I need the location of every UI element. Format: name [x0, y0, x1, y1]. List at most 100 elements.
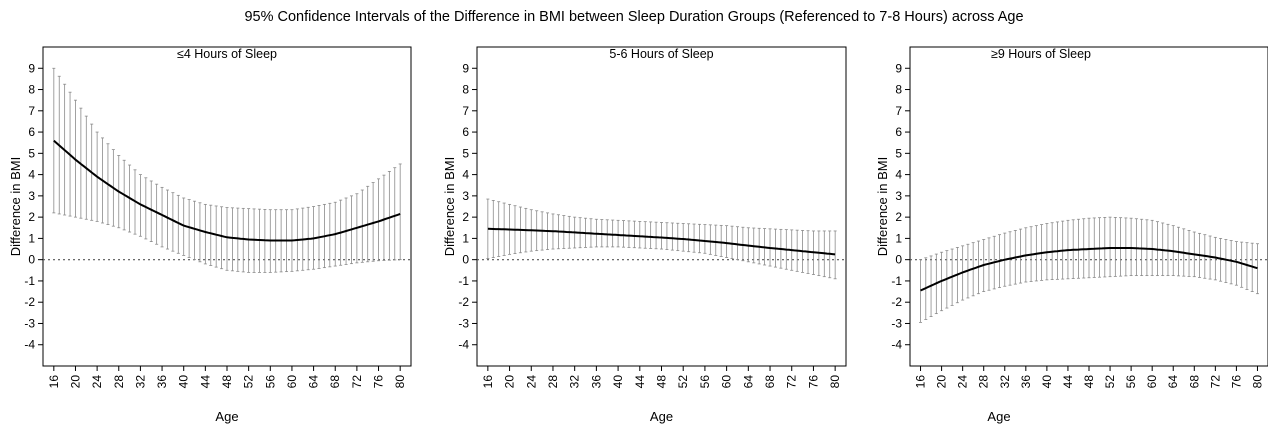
x-tick-label: 20 — [503, 375, 517, 389]
y-tick-label: -3 — [891, 316, 902, 330]
y-tick-label: 7 — [462, 104, 469, 118]
y-tick-label: -1 — [24, 274, 35, 288]
x-axis-label: Age — [215, 409, 238, 424]
y-tick-label: 2 — [462, 210, 469, 224]
y-tick-label: 0 — [895, 253, 902, 267]
x-tick-label: 44 — [633, 375, 647, 389]
x-tick-label: 32 — [133, 375, 147, 389]
x-tick-label: 68 — [328, 375, 342, 389]
x-tick-label: 72 — [1208, 375, 1222, 389]
x-tick-label: 48 — [1082, 375, 1096, 389]
x-tick-label: 44 — [198, 375, 212, 389]
y-tick-label: -4 — [24, 338, 35, 352]
y-tick-label: 2 — [28, 210, 35, 224]
y-tick-label: 8 — [28, 83, 35, 97]
x-tick-label: 72 — [785, 375, 799, 389]
y-tick-label: 4 — [28, 168, 35, 182]
y-tick-label: -3 — [24, 316, 35, 330]
plot-frame — [476, 46, 847, 367]
y-tick-label: 9 — [462, 61, 469, 75]
y-tick-label: 3 — [28, 189, 35, 203]
figure-title: 95% Confidence Intervals of the Differen… — [244, 9, 1024, 25]
y-tick-label: -4 — [891, 338, 902, 352]
y-tick-label: 5 — [28, 146, 35, 160]
x-tick-label: 16 — [47, 375, 61, 389]
x-tick-label: 80 — [828, 375, 842, 389]
y-tick-label: 0 — [28, 253, 35, 267]
x-tick-label: 36 — [1019, 375, 1033, 389]
x-tick-label: 72 — [350, 375, 364, 389]
y-tick-label: 6 — [895, 125, 902, 139]
plot-frame — [42, 46, 412, 367]
x-tick-label: 16 — [481, 375, 495, 389]
x-tick-label: 56 — [263, 375, 277, 389]
x-tick-label: 60 — [285, 375, 299, 389]
y-tick-label: 1 — [895, 231, 902, 245]
x-tick-label: 20 — [68, 375, 82, 389]
y-tick-label: 1 — [28, 231, 35, 245]
x-tick-label: 52 — [676, 375, 690, 389]
panel-title: ≤4 Hours of Sleep — [177, 47, 277, 61]
x-tick-label: 24 — [956, 375, 970, 389]
y-tick-label: -2 — [458, 295, 469, 309]
x-tick-label: 60 — [720, 375, 734, 389]
x-tick-label: 28 — [977, 375, 991, 389]
y-tick-label: -3 — [458, 316, 469, 330]
x-tick-label: 64 — [741, 375, 755, 389]
y-tick-label: 5 — [895, 146, 902, 160]
y-tick-label: 0 — [462, 253, 469, 267]
y-tick-label: -2 — [24, 295, 35, 309]
panel-title: ≥9 Hours of Sleep — [991, 47, 1091, 61]
y-tick-label: 3 — [462, 189, 469, 203]
x-axis-label: Age — [987, 409, 1010, 424]
x-tick-label: 76 — [372, 375, 386, 389]
y-tick-label: 1 — [462, 231, 469, 245]
y-tick-label: 7 — [28, 104, 35, 118]
panel-title: 5-6 Hours of Sleep — [609, 47, 713, 61]
y-tick-label: 9 — [28, 61, 35, 75]
y-tick-label: 3 — [895, 189, 902, 203]
x-tick-label: 20 — [935, 375, 949, 389]
x-tick-label: 64 — [307, 375, 321, 389]
x-tick-label: 24 — [524, 375, 538, 389]
y-tick-label: 2 — [895, 210, 902, 224]
x-tick-label: 56 — [698, 375, 712, 389]
x-tick-label: 56 — [1124, 375, 1138, 389]
x-tick-label: 32 — [998, 375, 1012, 389]
y-tick-label: 8 — [895, 83, 902, 97]
x-tick-label: 48 — [220, 375, 234, 389]
x-tick-label: 52 — [242, 375, 256, 389]
y-axis-label: Difference in BMI — [875, 157, 890, 256]
y-tick-label: 8 — [462, 83, 469, 97]
x-tick-label: 28 — [112, 375, 126, 389]
x-tick-label: 80 — [393, 375, 407, 389]
x-tick-label: 64 — [1166, 375, 1180, 389]
x-tick-label: 40 — [1040, 375, 1054, 389]
x-tick-label: 52 — [1103, 375, 1117, 389]
x-tick-label: 24 — [90, 375, 104, 389]
y-tick-label: -1 — [458, 274, 469, 288]
x-tick-label: 48 — [655, 375, 669, 389]
x-tick-label: 40 — [611, 375, 625, 389]
x-tick-label: 32 — [568, 375, 582, 389]
x-axis-label: Age — [650, 409, 673, 424]
x-tick-label: 76 — [1229, 375, 1243, 389]
y-axis-label: Difference in BMI — [442, 157, 457, 256]
x-tick-label: 28 — [546, 375, 560, 389]
y-tick-label: -1 — [891, 274, 902, 288]
y-tick-label: 5 — [462, 146, 469, 160]
x-tick-label: 44 — [1061, 375, 1075, 389]
y-axis-label: Difference in BMI — [8, 157, 23, 256]
x-tick-label: 76 — [806, 375, 820, 389]
y-tick-label: 7 — [895, 104, 902, 118]
y-tick-label: -4 — [458, 338, 469, 352]
x-tick-label: 68 — [1187, 375, 1201, 389]
x-tick-label: 36 — [589, 375, 603, 389]
y-tick-label: 4 — [462, 168, 469, 182]
x-tick-label: 16 — [914, 375, 928, 389]
plot-frame — [909, 46, 1268, 367]
y-tick-label: -2 — [891, 295, 902, 309]
